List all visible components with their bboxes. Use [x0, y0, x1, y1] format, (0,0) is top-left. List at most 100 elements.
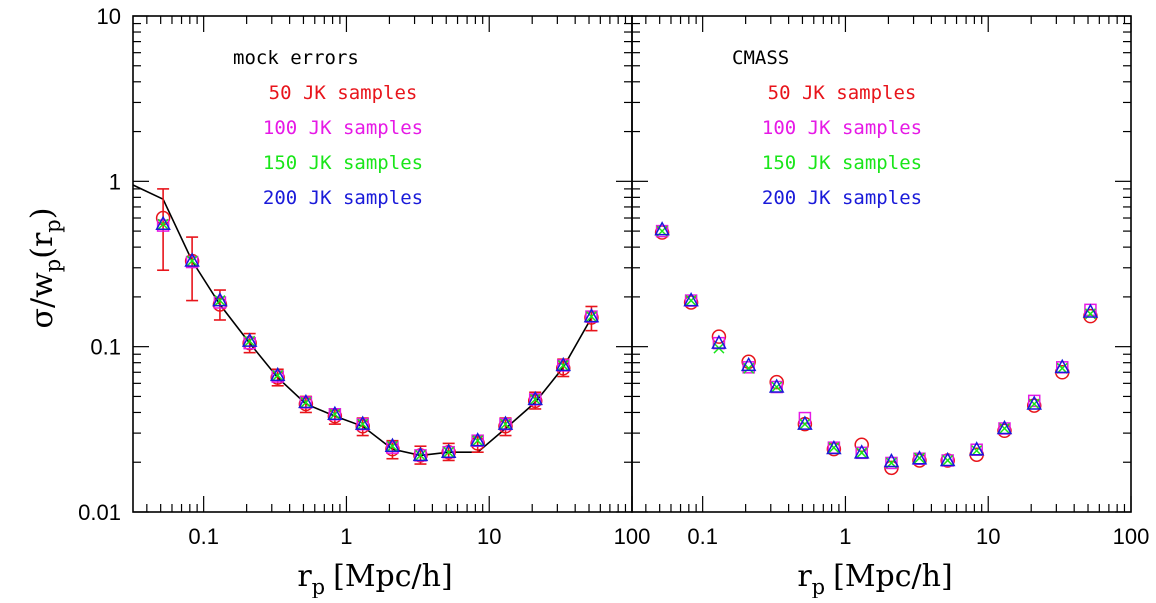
y-tick-label: 0.01 [78, 500, 121, 525]
data-point-triangle [298, 393, 314, 409]
data-point-cross [157, 218, 169, 230]
x-tick-label: 1 [839, 524, 851, 549]
data-point-circle [355, 419, 370, 434]
cross-stroke [386, 440, 398, 452]
data-point-cross [214, 295, 226, 307]
data-point-triangle [711, 334, 727, 349]
data-point-cross [557, 359, 569, 371]
x-tick-label: 10 [477, 524, 501, 549]
data-point-triangle [996, 419, 1013, 435]
cross-stroke [443, 446, 455, 458]
data-point-cross [443, 446, 455, 458]
data-point-circle [242, 335, 257, 351]
x-tick-label: 1 [340, 524, 352, 549]
data-point-triangle [555, 356, 572, 372]
data-point-cross [771, 381, 783, 393]
data-point-cross [186, 255, 198, 267]
data-point-triangle [184, 252, 200, 267]
model-line [132, 184, 593, 457]
y-tick-label: 1 [109, 169, 121, 194]
data-point-cross [799, 418, 811, 430]
data-point-cross [1028, 398, 1040, 410]
y-axis-label: σ/wp(rp) [25, 208, 65, 329]
data-point-cross [414, 449, 427, 461]
x-tick-label: 100 [1113, 524, 1150, 549]
data-point-cross [971, 445, 983, 457]
data-point-circle [327, 408, 343, 424]
cross-stroke [856, 447, 868, 459]
data-point-cross [685, 295, 697, 307]
data-point-triangle [683, 292, 699, 307]
data-point-triangle [497, 415, 514, 430]
legend-entry: 100 JK samples [263, 117, 423, 139]
data-point-square [386, 441, 399, 454]
data-point-triangle [883, 452, 900, 468]
y-tick-label: 0.1 [90, 335, 121, 360]
cross-stroke [685, 295, 697, 307]
x-tick-label: 10 [976, 524, 1000, 549]
cross-stroke [329, 408, 341, 420]
cross-stroke [157, 218, 169, 230]
cross-stroke [585, 311, 597, 323]
data-point-triangle [527, 390, 543, 406]
data-point-triangle [269, 366, 286, 382]
data-point-cross [585, 311, 597, 323]
cross-stroke [1028, 398, 1040, 410]
cross-stroke [357, 418, 369, 430]
y-tick-label: 10 [97, 4, 121, 29]
data-point-circle [997, 423, 1012, 439]
data-point-square [1027, 394, 1041, 408]
data-point-triangle [155, 215, 171, 231]
data-point-cross [499, 418, 512, 430]
data-point-circle [498, 419, 513, 434]
data-point-circle [683, 295, 699, 310]
data-point-cross [942, 454, 954, 466]
cross-stroke [942, 454, 954, 466]
data-point-cross [272, 369, 284, 381]
data-point-cross [357, 418, 369, 430]
data-point-triangle [327, 405, 343, 421]
data-point-triangle [826, 439, 842, 455]
x-axis-label-right: rp [Mpc/h] [797, 559, 952, 598]
cross-stroke [414, 449, 427, 461]
cross-stroke [499, 418, 512, 430]
data-point-triangle [968, 441, 985, 456]
x-axis-label-left: rp [Mpc/h] [297, 559, 452, 598]
cross-stroke [300, 396, 312, 408]
x-tick-label: 0.1 [188, 524, 219, 549]
data-point-square [655, 224, 669, 238]
legend-title: CMASS [732, 47, 789, 69]
data-point-triangle [797, 415, 813, 430]
legend-entry: 200 JK samples [263, 187, 423, 209]
data-point-triangle [1054, 358, 1071, 374]
data-point-circle [854, 437, 869, 453]
data-point-cross [300, 396, 312, 408]
data-point-triangle [1026, 395, 1042, 410]
data-point-triangle [1082, 303, 1099, 318]
data-point-triangle [583, 308, 600, 323]
data-point-triangle [939, 451, 956, 467]
data-point-cross [386, 440, 398, 452]
legend-entry: 100 JK samples [762, 117, 922, 139]
cross-stroke [186, 255, 198, 267]
data-point-square [185, 255, 199, 269]
data-point-triangle [241, 332, 258, 347]
x-tick-label: 0.1 [687, 524, 718, 549]
cross-stroke [244, 335, 256, 347]
cross-stroke [272, 369, 284, 381]
legend-entry: 50 JK samples [768, 82, 917, 104]
data-point-square [271, 370, 284, 383]
data-point-cross [828, 442, 840, 454]
data-point-cross [472, 435, 484, 447]
data-point-circle [1083, 308, 1098, 324]
data-point-triangle [440, 443, 457, 458]
legend-title: mock errors [233, 47, 359, 69]
cross-stroke [998, 422, 1011, 435]
data-point-triangle [354, 415, 371, 430]
data-point-square [156, 219, 170, 232]
data-point-triangle [740, 356, 757, 372]
legend-entry: 150 JK samples [762, 152, 922, 174]
data-point-cross [529, 393, 541, 405]
data-point-triangle [654, 221, 670, 236]
